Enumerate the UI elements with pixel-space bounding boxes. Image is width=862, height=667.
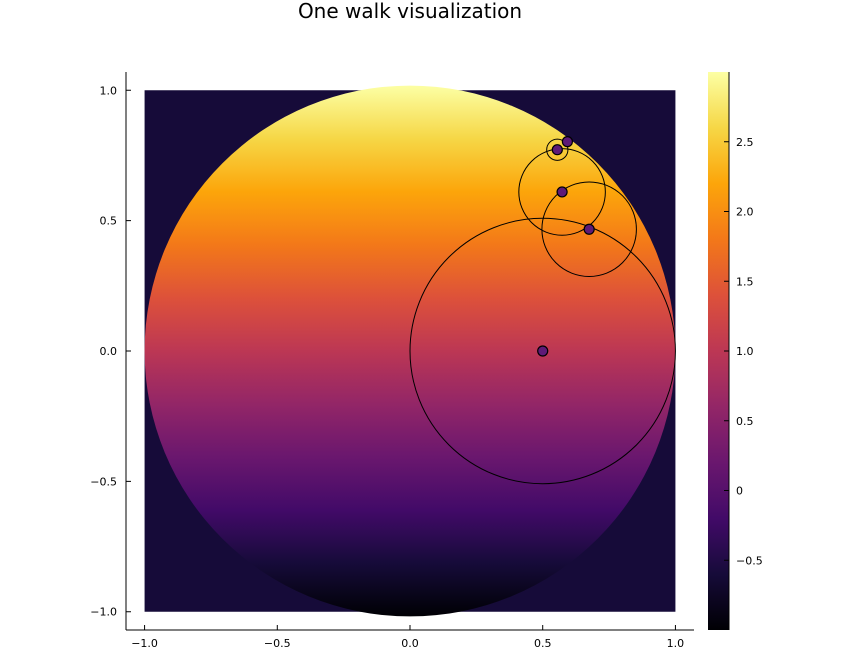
walk-circle [541, 181, 637, 277]
colorbar-tick-label: 1.5 [736, 275, 754, 288]
y-tick-label: −0.5 [90, 475, 117, 488]
walk-circles [409, 138, 676, 485]
colorbar-tick-label: −0.5 [736, 554, 763, 567]
colorbar-tick-label: 0.5 [736, 415, 754, 428]
y-tick-label: −1.0 [90, 606, 117, 619]
colorbar: −0.5 0 0.5 1.0 1.5 2.0 2.5 [708, 72, 763, 630]
colorbar-tick-label: 2.5 [736, 136, 754, 149]
x-tick-label: 0.5 [534, 637, 552, 650]
x-ticks: −1.0 −0.5 0.0 0.5 1.0 [131, 625, 684, 650]
plot-area [144, 85, 676, 617]
walk-points [537, 136, 595, 357]
chart-title: One walk visualization [298, 0, 522, 23]
colorbar-gradient [708, 72, 729, 630]
x-tick-label: 0.0 [401, 637, 419, 650]
y-tick-label: 0.5 [100, 215, 118, 228]
walk-point [583, 223, 595, 235]
x-tick-label: −0.5 [264, 637, 291, 650]
colorbar-tick-label: 1.0 [736, 345, 754, 358]
y-ticks: −1.0 −0.5 0.0 0.5 1.0 [90, 84, 131, 619]
colorbar-tick-label: 2.0 [736, 206, 754, 219]
walk-circle [546, 138, 569, 161]
axes: −1.0 −0.5 0.0 0.5 1.0 −1.0 −0.5 0.0 0.5 1.0 [90, 72, 694, 650]
colorbar-tick-label: 0 [736, 485, 743, 498]
colorbar-ticks: −0.5 0 0.5 1.0 1.5 2.0 2.5 [724, 136, 763, 567]
walk-point [537, 345, 549, 357]
walk-point [551, 144, 563, 156]
y-tick-label: 0.0 [100, 345, 118, 358]
walk-point [561, 136, 573, 148]
x-tick-label: −1.0 [131, 637, 158, 650]
walk-point [556, 186, 568, 198]
y-tick-label: 1.0 [100, 84, 118, 97]
x-tick-label: 1.0 [667, 637, 685, 650]
